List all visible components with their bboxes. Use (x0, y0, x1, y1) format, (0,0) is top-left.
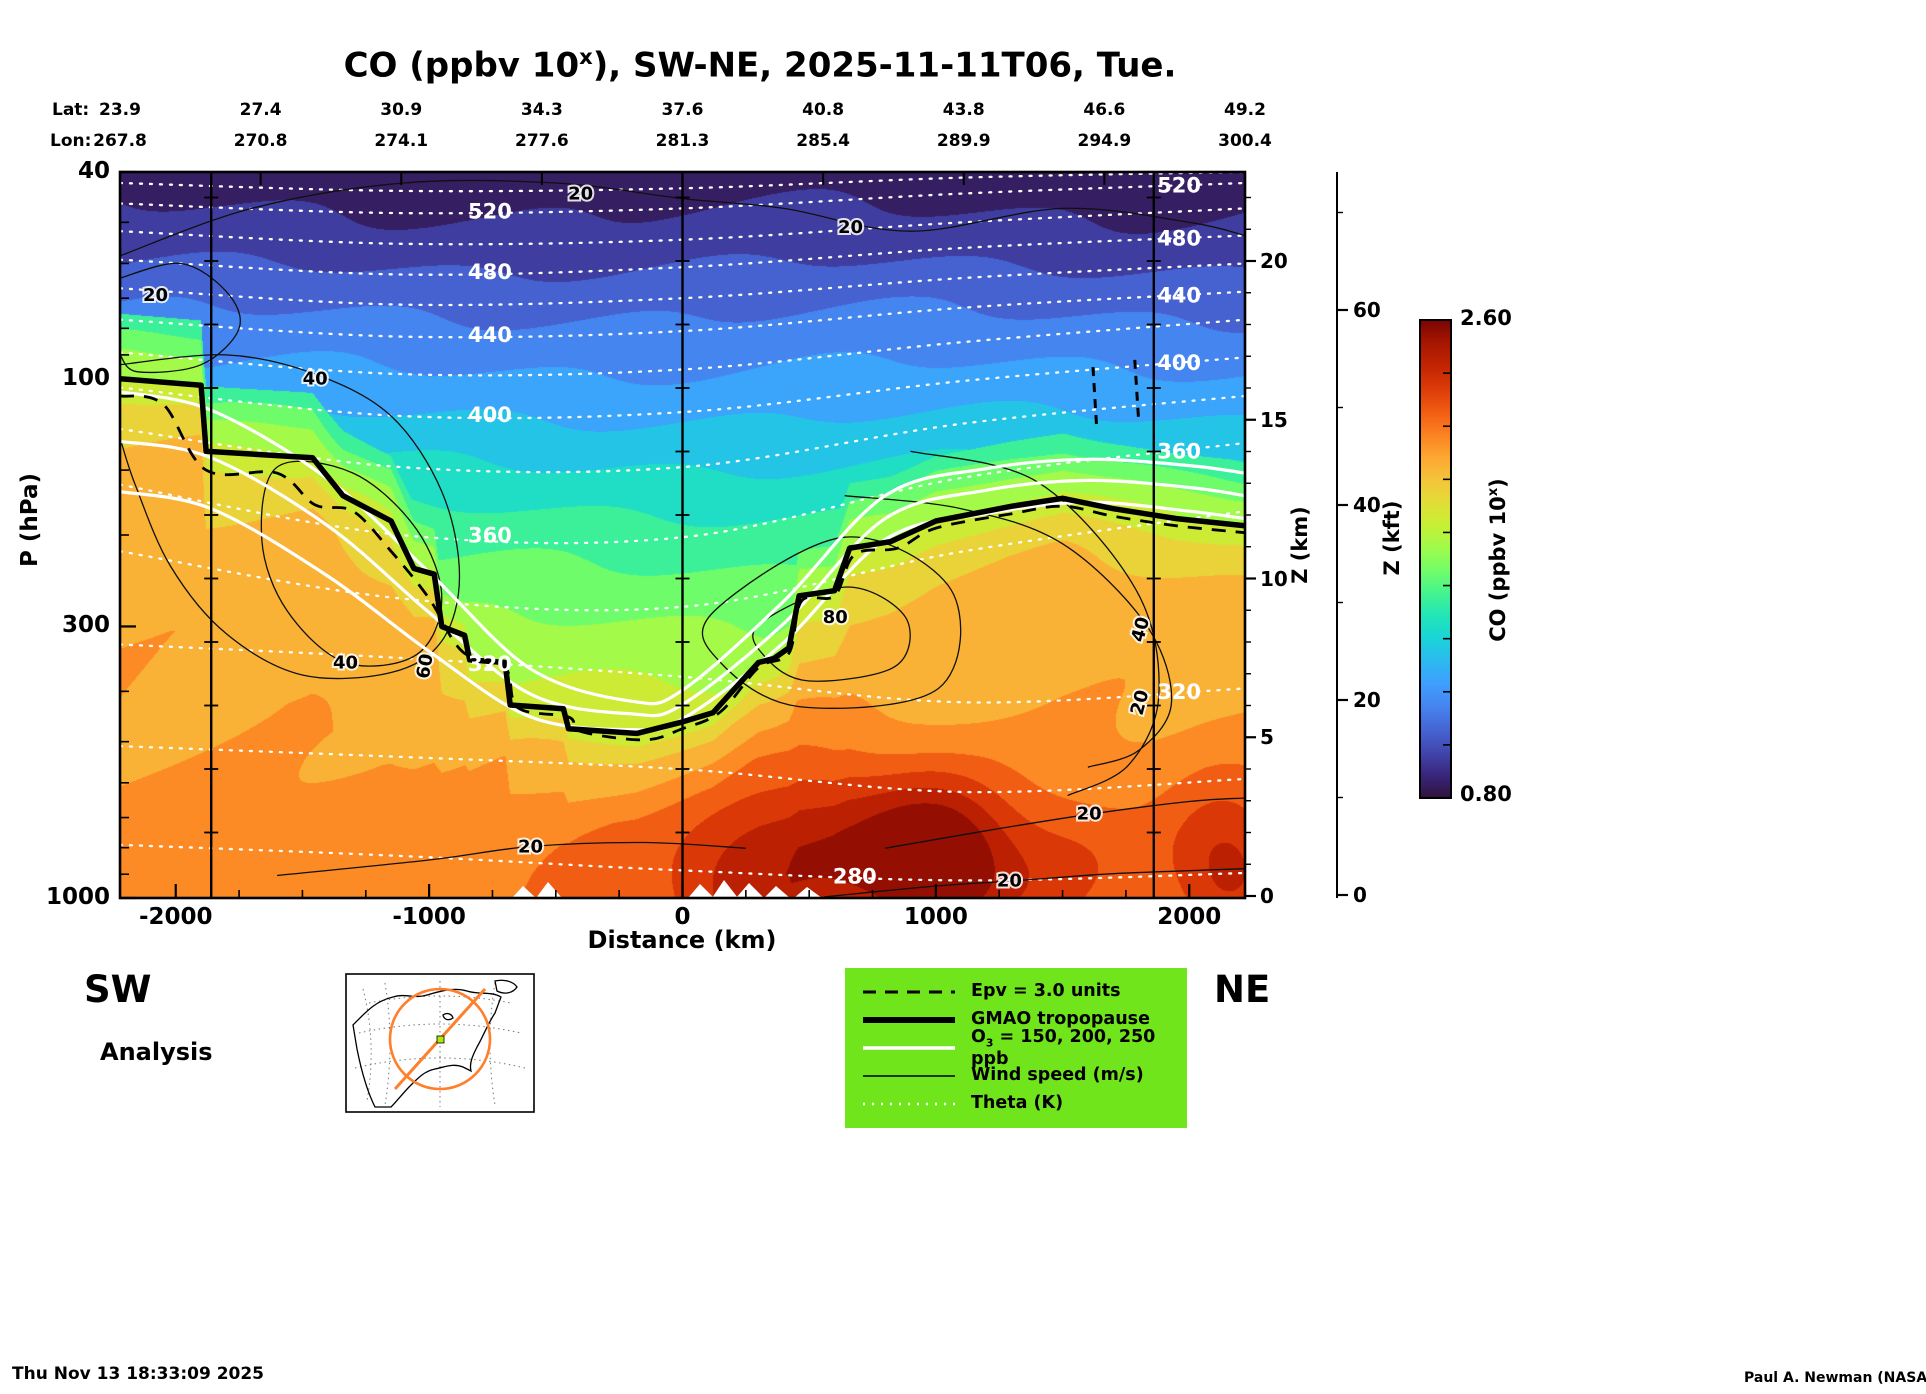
lon-value: 285.4 (796, 131, 851, 151)
pressure-axis-label: P (hPa) (17, 472, 43, 568)
co-field-canvas (120, 172, 1245, 898)
legend-label: Theta (K) (971, 1092, 1064, 1113)
lon-value: 281.3 (655, 131, 710, 151)
lon-value: 270.8 (233, 131, 288, 151)
z-kft-tick-label: 0 (1353, 883, 1367, 907)
distance-tick-label: 1000 (903, 904, 968, 930)
colorbar-title: CO (ppbv 10x) (1486, 478, 1510, 642)
lat-value: 46.6 (1083, 100, 1126, 120)
distance-axis-label: Distance (km) (587, 926, 777, 954)
pressure-tick-label: 300 (61, 612, 110, 639)
lon-value: 289.9 (936, 131, 991, 151)
pressure-tick-label: 100 (61, 364, 110, 391)
legend-item-theta: Theta (K) (845, 1090, 1187, 1118)
analysis-label: Analysis (100, 1038, 213, 1066)
lat-value: 34.3 (520, 100, 563, 120)
pressure-tick-label: 1000 (45, 884, 110, 910)
z-kft-axis-label: Z (kft) (1380, 500, 1404, 576)
pressure-tick-label: 40 (77, 158, 110, 184)
title-post: ), SW-NE, 2025-11-11T06, Tue. (592, 45, 1177, 86)
colorbar (1419, 319, 1452, 799)
ozone-line-sample (863, 1046, 955, 1050)
legend-item-ozone: O3 = 150, 200, 250 ppb (845, 1027, 1187, 1069)
z-kft-tick-label: 20 (1353, 688, 1381, 712)
lat-value: 40.8 (802, 100, 845, 120)
credit: Paul A. Newman (NASA (1744, 1370, 1926, 1386)
legend-item-tropopause: GMAO tropopause (845, 1006, 1187, 1034)
distance-tick-label: -2000 (138, 904, 213, 930)
lat-value: 43.8 (942, 100, 985, 120)
legend-item-wind: Wind speed (m/s) (845, 1062, 1187, 1090)
lon-value: 274.1 (374, 131, 429, 151)
z-km-tick-label: 0 (1260, 884, 1274, 908)
colorbar-gradient (1419, 319, 1452, 799)
page-title: CO (ppbv 10x), SW-NE, 2025-11-11T06, Tue… (60, 44, 1460, 85)
lon-axis-label: Lon: (50, 131, 92, 151)
legend-label: Wind speed (m/s) (971, 1064, 1144, 1085)
epv-line-sample (863, 990, 955, 994)
distance-tick-label: -1000 (392, 904, 466, 930)
lat-value: 37.6 (661, 100, 704, 120)
lat-value: 27.4 (239, 100, 282, 120)
colorbar-min-label: 0.80 (1460, 782, 1512, 806)
lon-value: 294.9 (1077, 131, 1132, 151)
distance-tick-label: 2000 (1157, 904, 1222, 930)
lon-value: 277.6 (514, 131, 569, 151)
lat-value: 49.2 (1224, 100, 1266, 120)
title-pre: CO (ppbv 10 (343, 45, 580, 86)
legend-item-epv: Epv = 3.0 units (845, 978, 1187, 1006)
legend-label: Epv = 3.0 units (971, 980, 1121, 1001)
wind-line-sample (863, 1075, 955, 1077)
lat-axis-label: Lat: (52, 100, 90, 120)
ne-endpoint-label: NE (1214, 968, 1271, 1011)
title-sup: x (579, 44, 593, 69)
legend-box: Epv = 3.0 units GMAO tropopause O3 = 150… (845, 968, 1187, 1128)
colorbar-title-post: ) (1486, 478, 1510, 488)
lat-value: 30.9 (380, 100, 423, 120)
z-km-axis-label: Z (km) (1288, 506, 1312, 584)
map-center-marker (436, 1035, 445, 1044)
z-km-tick-label: 20 (1260, 249, 1288, 273)
colorbar-max-label: 2.60 (1460, 306, 1512, 330)
map-coastline (352, 979, 518, 1108)
colorbar-title-pre: CO (ppbv 10 (1486, 496, 1510, 642)
tropopause-line-sample (863, 1017, 955, 1023)
z-km-tick-label: 15 (1260, 407, 1288, 432)
z-kft-tick-label: 60 (1353, 298, 1381, 322)
theta-line-sample (863, 1102, 955, 1106)
legend-label: O3 = 150, 200, 250 ppb (971, 1026, 1156, 1070)
colorbar-title-sup: x (1486, 487, 1501, 497)
sw-endpoint-label: SW (84, 968, 152, 1011)
map-circle (388, 987, 492, 1091)
timestamp: Thu Nov 13 18:33:09 2025 (12, 1364, 265, 1384)
lon-value: 300.4 (1218, 131, 1272, 151)
legend-label: GMAO tropopause (971, 1008, 1150, 1029)
map-inset (345, 973, 535, 1113)
z-km-tick-label: 5 (1260, 725, 1274, 750)
